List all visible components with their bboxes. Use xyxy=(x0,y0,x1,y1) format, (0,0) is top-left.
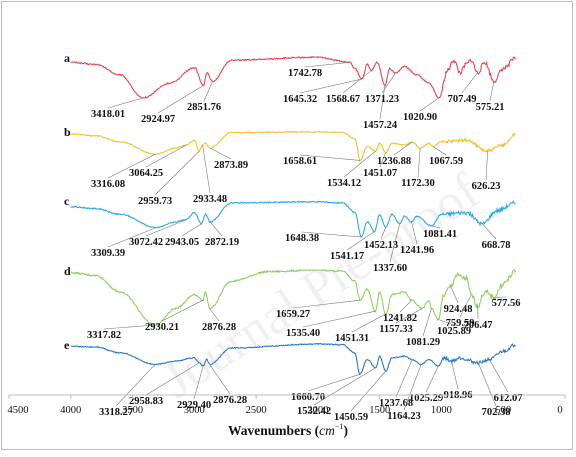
figure-frame xyxy=(1,1,573,450)
